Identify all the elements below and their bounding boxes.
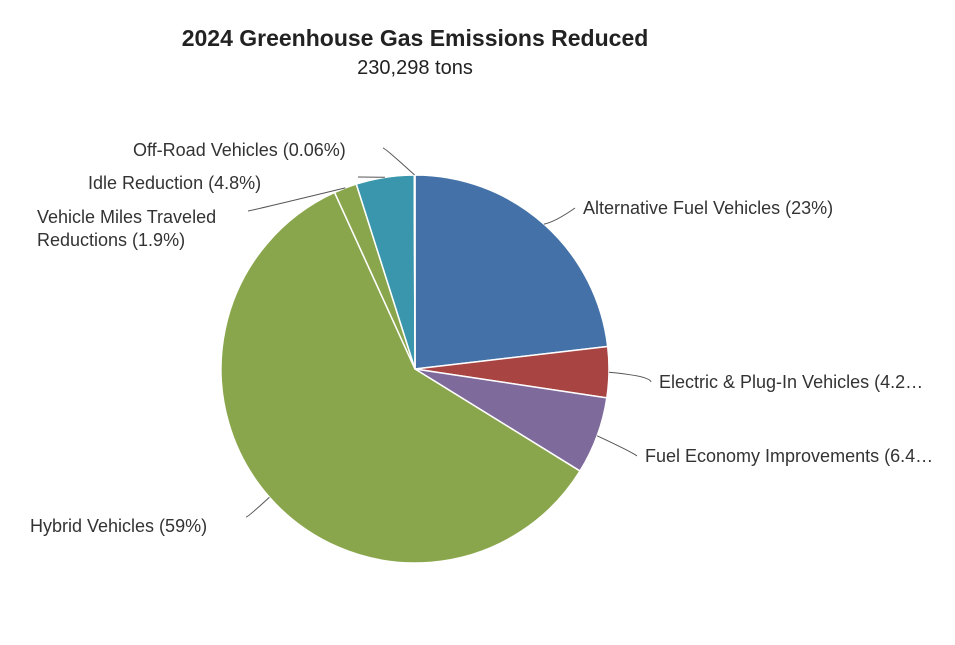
pie-slice-4 — [220, 191, 582, 564]
slice-label-4: Hybrid Vehicles (59%) — [30, 516, 207, 536]
chart-subtitle: 230,298 tons — [357, 57, 473, 79]
leader-line-2 — [608, 371, 652, 383]
slice-label-2: Electric & Plug-In Vehicles (4.2… — [659, 372, 923, 392]
leader-line-3 — [596, 435, 638, 457]
leader-line-4 — [245, 496, 270, 518]
slice-label-3: Fuel Economy Improvements (6.4… — [645, 446, 933, 466]
chart-title: 2024 Greenhouse Gas Emissions Reduced — [181, 25, 649, 51]
slice-label-5: Vehicle Miles Traveled Reductions (1.9%) — [37, 207, 216, 250]
leader-line-5 — [247, 187, 346, 212]
leader-line-7 — [382, 147, 415, 176]
slice-label-7: Off-Road Vehicles (0.06%) — [133, 140, 346, 160]
slice-label-1: Alternative Fuel Vehicles (23%) — [583, 198, 833, 218]
leader-line-1 — [543, 207, 576, 225]
slice-label-6: Idle Reduction (4.8%) — [88, 173, 261, 193]
pie-slice-1 — [414, 174, 609, 370]
pie-slice-7 — [413, 174, 416, 370]
